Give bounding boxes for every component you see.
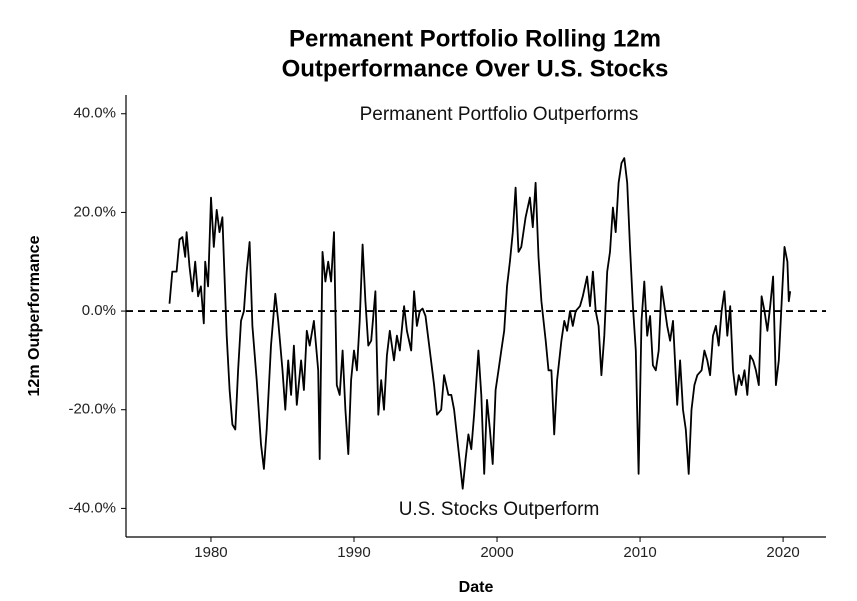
x-tick-label: 1980 — [194, 544, 227, 561]
y-tick-label: 0.0% — [82, 302, 116, 319]
series-line — [168, 157, 792, 490]
x-tick-label: 1990 — [337, 544, 370, 561]
x-tick-label: 2010 — [623, 544, 656, 561]
y-tick-label: -40.0% — [68, 499, 116, 516]
x-axis-title: Date — [459, 579, 494, 596]
y-axis-title: 12m Outperformance — [26, 235, 43, 396]
y-tick-label: -20.0% — [68, 401, 116, 418]
annotation: U.S. Stocks Outperform — [399, 499, 600, 520]
y-tick-label: 40.0% — [73, 105, 116, 122]
x-tick-label: 2000 — [480, 544, 513, 561]
x-tick-label: 2020 — [766, 544, 799, 561]
chart-title: Outperformance Over U.S. Stocks — [282, 55, 669, 82]
annotation: Permanent Portfolio Outperforms — [360, 104, 639, 125]
y-tick-label: 20.0% — [73, 203, 116, 220]
chart-title: Permanent Portfolio Rolling 12m — [289, 25, 661, 52]
